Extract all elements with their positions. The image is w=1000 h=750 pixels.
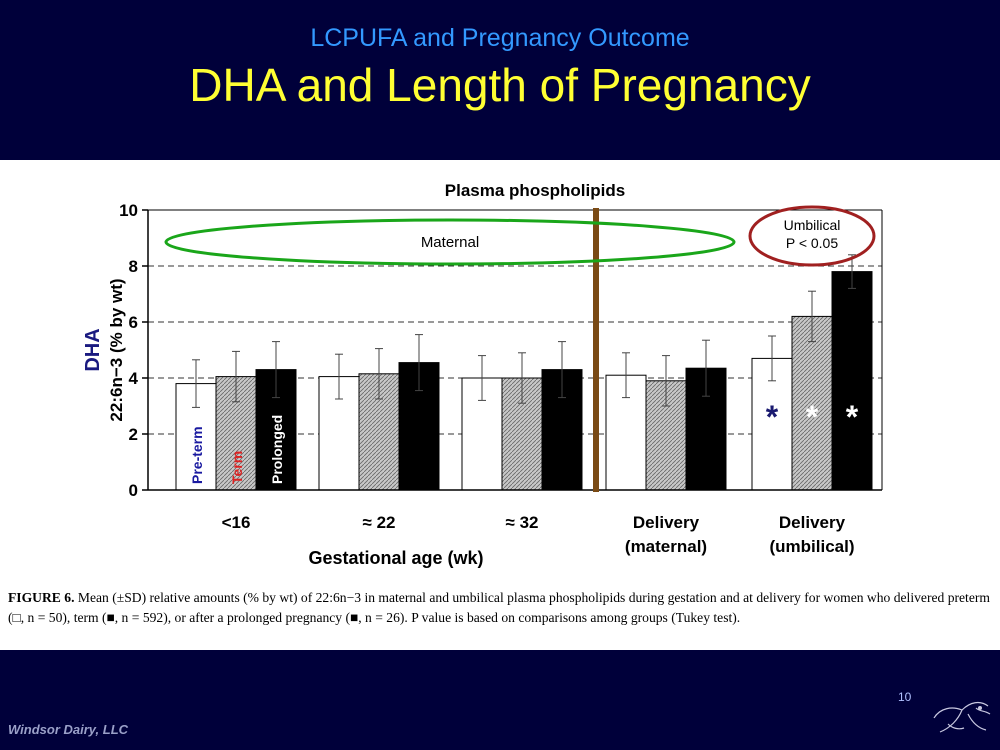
chart-title: Plasma phospholipids bbox=[445, 181, 625, 200]
slide-subtitle: LCPUFA and Pregnancy Outcome bbox=[310, 24, 690, 52]
page-number: 10 bbox=[898, 690, 912, 704]
y-tick-label: 0 bbox=[129, 481, 138, 500]
y-tick-label: 2 bbox=[129, 425, 138, 444]
x-tick-label-sub: (umbilical) bbox=[769, 537, 854, 556]
x-axis-label: Gestational age (wk) bbox=[308, 548, 483, 568]
significance-marker: * bbox=[846, 399, 859, 435]
series-label: Prolonged bbox=[269, 415, 285, 484]
p-value-label: P < 0.05 bbox=[786, 235, 839, 251]
dha-chart: Plasma phospholipids 0 2 4 6 8 10 DHA 22:6n−3 (%… bbox=[82, 181, 883, 568]
x-tick-label: ≈ 22 bbox=[363, 513, 396, 532]
cow-logo-icon bbox=[933, 701, 991, 733]
figure-panel: Plasma phospholipids 0 2 4 6 8 10 DHA 22:6n−3 (%… bbox=[0, 160, 1000, 650]
y-tick-label: 10 bbox=[119, 201, 138, 220]
y-tick-label: 6 bbox=[129, 313, 138, 332]
umbilical-label: Umbilical bbox=[784, 217, 841, 233]
y-tick-label: 8 bbox=[129, 257, 138, 276]
bar bbox=[831, 271, 873, 491]
maternal-label: Maternal bbox=[421, 234, 479, 251]
series-label: Pre-term bbox=[189, 426, 205, 484]
series-label: Term bbox=[229, 451, 245, 484]
y-tick-label: 4 bbox=[129, 369, 139, 388]
y-axis-label: 22:6n−3 (% by wt) bbox=[107, 278, 126, 421]
x-tick-label: Delivery bbox=[633, 513, 700, 532]
x-tick-label-sub: (maternal) bbox=[625, 537, 707, 556]
figure-caption: FIGURE 6. Mean (±SD) relative amounts (%… bbox=[8, 588, 998, 628]
x-tick-label: ≈ 32 bbox=[506, 513, 539, 532]
significance-marker: * bbox=[766, 399, 779, 435]
caption-lead: FIGURE 6. bbox=[8, 590, 75, 605]
x-tick-label: Delivery bbox=[779, 513, 846, 532]
umbilical-oval bbox=[748, 205, 876, 267]
y-axis-label-dha: DHA bbox=[82, 328, 104, 371]
maternal-oval bbox=[164, 218, 736, 266]
significance-marker: * bbox=[806, 399, 819, 435]
slide-title: DHA and Length of Pregnancy bbox=[189, 59, 811, 111]
bar bbox=[791, 315, 833, 491]
caption-text: Mean (±SD) relative amounts (% by wt) of… bbox=[8, 590, 990, 625]
footer-company: Windsor Dairy, LLC bbox=[8, 722, 129, 737]
x-tick-label: <16 bbox=[222, 513, 251, 532]
